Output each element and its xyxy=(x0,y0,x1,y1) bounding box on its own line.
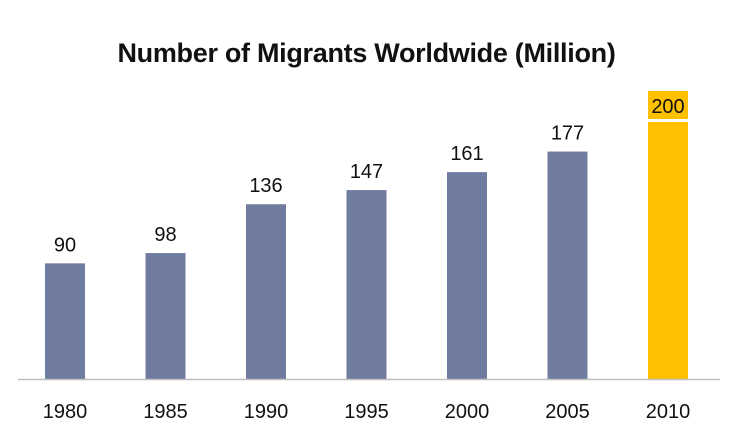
highlight-gap xyxy=(646,119,690,122)
x-tick-label-1980: 1980 xyxy=(43,401,88,423)
bar-1990 xyxy=(246,204,286,379)
bar-1980 xyxy=(45,263,85,379)
x-tick-label-2010: 2010 xyxy=(646,401,691,423)
value-label-2010: 200 xyxy=(651,96,684,118)
bar-2000 xyxy=(447,172,487,379)
x-tick-label-1995: 1995 xyxy=(344,401,389,423)
x-tick-label-2000: 2000 xyxy=(445,401,490,423)
value-label-1990: 136 xyxy=(249,175,282,197)
x-tick-label-1985: 1985 xyxy=(143,401,188,423)
value-label-1985: 98 xyxy=(154,224,176,246)
x-tick-label-1990: 1990 xyxy=(244,401,289,423)
chart-title: Number of Migrants Worldwide (Million) xyxy=(117,38,616,68)
value-label-2000: 161 xyxy=(450,143,483,165)
bar-1985 xyxy=(145,253,186,379)
bar-2010 xyxy=(648,122,688,379)
value-label-1995: 147 xyxy=(350,161,383,183)
value-label-2005: 177 xyxy=(551,123,584,145)
value-label-1980: 90 xyxy=(54,234,76,256)
x-tick-label-2005: 2005 xyxy=(545,401,590,423)
bar-1995 xyxy=(346,190,387,379)
bar-2005 xyxy=(547,151,588,379)
value-label-box-2010 xyxy=(648,91,688,119)
